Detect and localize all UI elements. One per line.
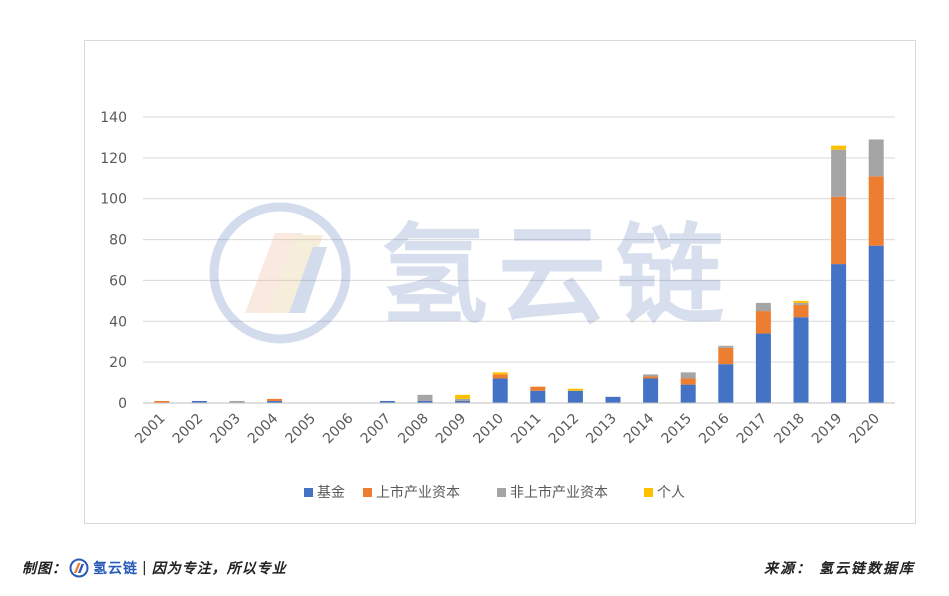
x-tick-label: 2019 [809, 411, 846, 448]
bar-segment [229, 400, 245, 403]
bar-segment [793, 304, 809, 318]
slogan: 因为专注，所以专业 [151, 561, 287, 577]
credit-label: 制图： [22, 561, 67, 577]
bar-segment [868, 139, 884, 177]
bar-segment [455, 394, 471, 399]
bar-segment [530, 386, 546, 391]
bar-segment [831, 264, 847, 403]
bar-segment [191, 400, 207, 403]
bar-layer [154, 139, 884, 403]
bar-segment [793, 300, 809, 303]
x-tick-label: 2010 [471, 411, 508, 448]
x-tick-label: 2013 [583, 411, 620, 448]
x-tick-label: 2018 [771, 411, 808, 448]
x-tick-label: 2002 [170, 411, 207, 448]
y-tick-label: 100 [100, 192, 127, 208]
x-axis-ticks: 2001 2002 2003 2004 2005 2006 2007 2008 2009 2010… [132, 402, 895, 448]
y-tick-label: 0 [118, 396, 127, 412]
bar-segment [831, 196, 847, 265]
bar-segment [567, 388, 583, 391]
x-tick-label: 2001 [132, 411, 169, 448]
bar-segment [718, 347, 734, 365]
y-tick-label: 60 [109, 273, 127, 289]
bar-segment [680, 372, 696, 379]
legend-label: 非上市产业资本 [510, 484, 608, 501]
bar-segment [831, 145, 847, 150]
hydrogen-cloud-chain-logo-icon [69, 558, 89, 578]
bar-segment [868, 245, 884, 403]
x-tick-label: 2016 [696, 410, 733, 447]
bar-segment [530, 390, 546, 403]
x-tick-label: 2015 [659, 411, 696, 448]
title-gap-mask [249, 41, 745, 43]
bar-segment [755, 302, 771, 312]
chart-container: 0 20 40 60 80 100 120 140 2001 2002 2003 2004 2005 2… [84, 40, 916, 524]
y-tick-label: 120 [100, 151, 127, 167]
bar-segment [680, 378, 696, 385]
bar-segment [755, 333, 771, 403]
grid-layer: 0 20 40 60 80 100 120 140 [100, 110, 895, 412]
x-tick-label: 2006 [320, 410, 357, 447]
legend-swatch [363, 488, 372, 497]
bar-segment [492, 372, 508, 375]
bar-segment [267, 400, 283, 403]
bar-segment [267, 398, 283, 401]
bar-segment [154, 400, 170, 403]
x-tick-label: 2004 [245, 410, 282, 447]
bar-segment [793, 302, 809, 305]
legend-swatch [644, 488, 653, 497]
bar-segment [831, 149, 847, 197]
bar-segment [755, 311, 771, 334]
y-tick-label: 20 [109, 355, 127, 371]
legend-label: 上市产业资本 [376, 484, 460, 501]
footer-source: 来源： 氢云链数据库 [764, 561, 915, 577]
bar-segment [793, 317, 809, 403]
y-tick-label: 140 [100, 110, 127, 126]
y-tick-label: 80 [109, 233, 127, 249]
legend-swatch [304, 488, 313, 497]
legend-swatch [497, 488, 506, 497]
x-tick-label: 2008 [395, 411, 432, 448]
bar-segment [718, 364, 734, 403]
bar-segment [455, 398, 471, 401]
legend-label: 基金 [317, 484, 345, 501]
legend: 基金 上市产业资本 非上市产业资本 个人 [304, 484, 685, 501]
x-tick-label: 2007 [358, 411, 395, 448]
x-tick-label: 2009 [433, 411, 470, 448]
x-tick-label: 2003 [207, 411, 244, 448]
bar-segment [492, 378, 508, 403]
x-tick-label: 2005 [283, 411, 320, 448]
bar-segment [643, 378, 659, 403]
bar-segment [492, 374, 508, 379]
bar-segment [868, 176, 884, 246]
legend-label: 个人 [657, 485, 685, 501]
x-tick-label: 2012 [546, 411, 583, 448]
x-tick-label: 2011 [508, 411, 545, 448]
footer-credit: 制图： 氢云链 | 因为专注，所以专业 [22, 558, 287, 578]
bar-segment [417, 394, 433, 401]
x-tick-label: 2020 [847, 411, 884, 448]
bar-segment [643, 374, 659, 377]
x-tick-label: 2017 [734, 411, 771, 448]
bar-segment [417, 400, 433, 403]
bar-segment [455, 400, 471, 403]
bar-segment [605, 396, 621, 403]
y-tick-label: 40 [109, 314, 127, 330]
x-tick-label: 2014 [621, 410, 658, 447]
bar-segment [567, 390, 583, 403]
bar-segment [643, 376, 659, 379]
footer-separator: | [142, 560, 148, 576]
bar-segment [718, 345, 734, 348]
bar-segment [680, 384, 696, 403]
brand-name: 氢云链 [93, 561, 138, 577]
bar-segment [379, 400, 395, 403]
